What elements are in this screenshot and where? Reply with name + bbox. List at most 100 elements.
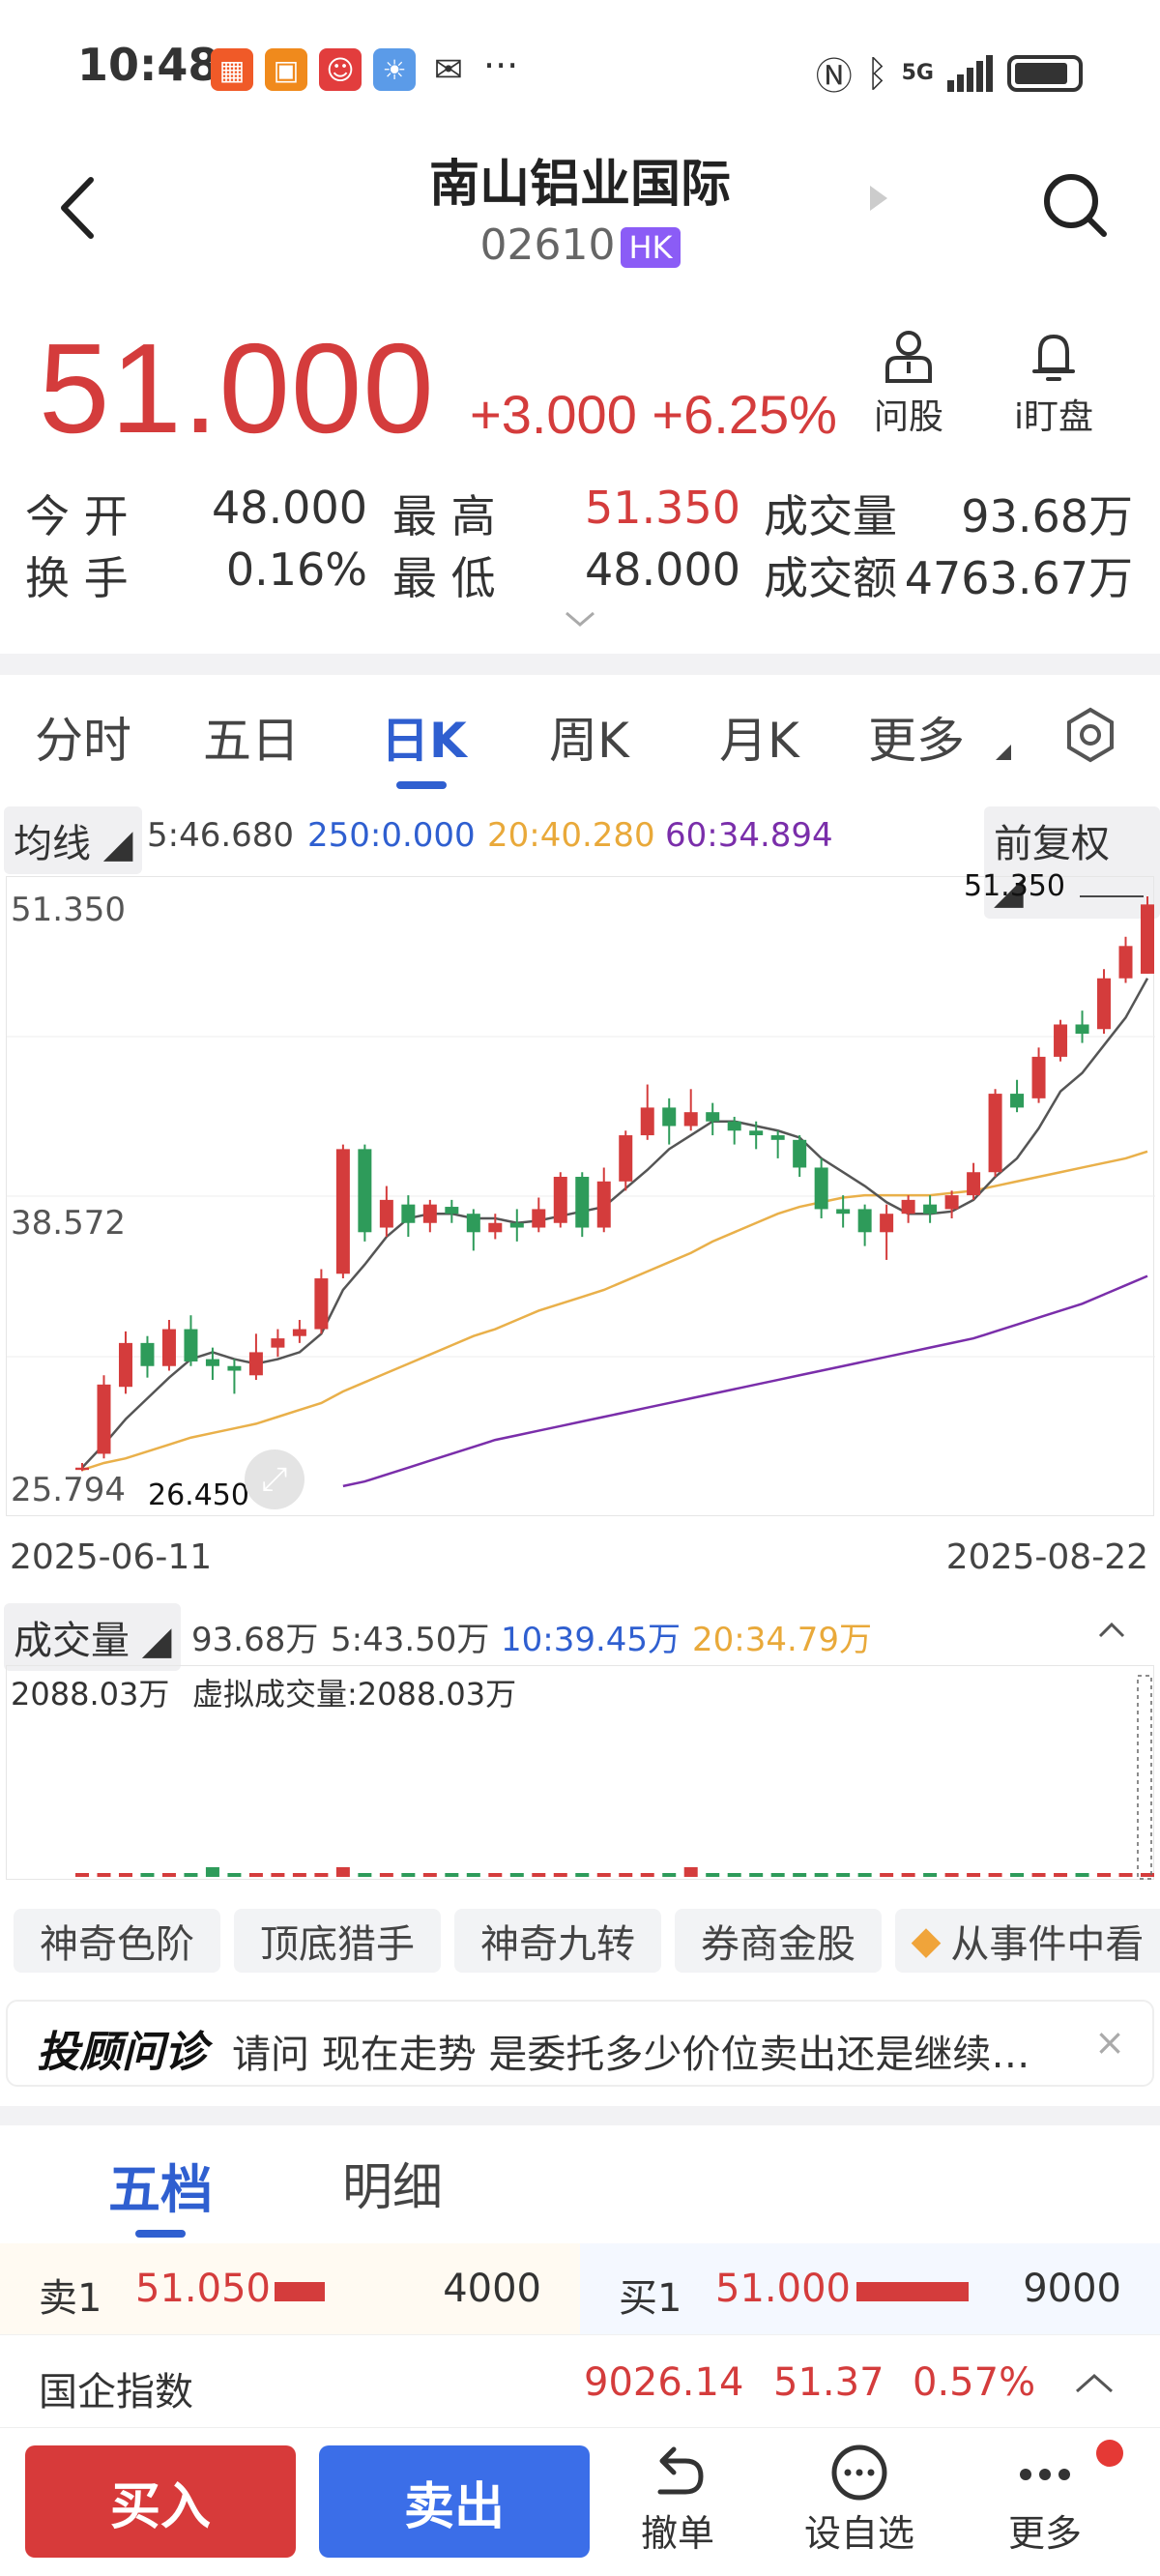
tab-more[interactable]: 更多 [868,713,965,769]
tab-monthly-k[interactable]: 月K [719,713,799,769]
candle-body [401,1204,416,1223]
chart-zoom-icon[interactable]: ⤢ [245,1449,304,1509]
tag-magic-color[interactable]: 神奇色阶 [14,1909,220,1973]
low-value: 48.000 [585,543,740,596]
active-tab-indicator [396,781,447,789]
close-icon[interactable]: × [1094,2021,1125,2064]
candle-body [97,1384,111,1454]
watch-button[interactable]: i盯盘 [996,329,1112,439]
turnover-value: 0.16% [225,543,367,596]
index-change: 51.37 [773,2360,884,2405]
quote-stats: 今 开 48.000 最 高 51.350 成交量 93.68万 换 手 0.1… [0,482,1160,604]
adjust-selector[interactable]: 前复权 ◢ [984,806,1160,919]
candle-body [923,1204,938,1215]
ask-price: 51.050 [135,2267,271,2311]
candle-body [466,1214,480,1233]
more-button[interactable]: 更多 [982,2442,1108,2557]
volume-bar [1097,1873,1112,1877]
watch-label: i盯盘 [1013,397,1093,437]
volume-bar [445,1873,459,1877]
advisor-banner[interactable]: 投顾问诊 请问 现在走势 是委托多少价位卖出还是继续… × [6,2000,1154,2087]
tab-order-book[interactable]: 五档 [108,2159,213,2220]
volume-bar [97,1873,111,1877]
signal-icon [947,54,993,92]
ma250-value: 250:0.000 [307,816,476,855]
candle-body [836,1209,851,1215]
next-stock-icon[interactable] [868,184,889,213]
adjust-label: 前复权 [994,822,1110,866]
candle-body [575,1177,590,1228]
volume-bar [509,1873,524,1877]
wallet-app-icon: ▣ [265,48,307,91]
search-icon[interactable] [1040,170,1110,240]
volume-bar [358,1873,372,1877]
ask-volume: 4000 [443,2267,541,2311]
tab-intraday[interactable]: 分时 [35,713,131,769]
ask-stock-button[interactable]: 问股 [851,329,967,439]
status-bar: 10:48 ▦ ▣ ☺ ☀ ✉ ··· Ⓝ ᛒ 5G [0,0,1160,135]
volume-bar [1075,1873,1089,1877]
candle-body [727,1121,741,1131]
bid-volume-bar [856,2282,969,2301]
volume-bar [749,1873,764,1877]
y-label-high: 51.350 [11,891,126,929]
volume-ma20: 20:34.79万 [692,1621,873,1659]
tab-trade-detail[interactable]: 明细 [342,2159,444,2217]
tag-label: 神奇色阶 [40,1922,194,1967]
volume-bar [205,1867,219,1877]
buy-label: 买入 [109,2477,211,2536]
candle-body [662,1107,677,1127]
sell-button[interactable]: 卖出 [319,2445,590,2558]
low-marker-label: 26.450 [148,1478,249,1512]
volume-bar [988,1873,1002,1877]
section-divider [0,654,1160,675]
expand-chevron-icon[interactable] [563,607,597,630]
collapse-chevron-icon[interactable] [1096,1621,1127,1640]
buy-button[interactable]: 买入 [25,2445,296,2558]
index-value: 9026.14 [584,2360,744,2405]
candle-body [640,1107,654,1136]
stock-code: 02610 [479,220,616,270]
tab-weekly-k[interactable]: 周K [549,713,629,769]
volume-bar [118,1873,132,1877]
volume-bar [727,1873,741,1877]
candle-body [553,1177,567,1223]
cancel-order-button[interactable]: 撤单 [615,2442,740,2557]
tag-top-bottom[interactable]: 顶底猎手 [234,1909,441,1973]
volume-bar [335,1867,350,1877]
ask-stock-label: 问股 [873,397,943,437]
tag-broker-picks[interactable]: 券商金股 [675,1909,882,1973]
volume-bar [793,1873,807,1877]
index-ticker[interactable]: 国企指数 9026.14 51.37 0.57% [0,2334,1160,2425]
ma-selector[interactable]: 均线 ◢ [4,806,143,874]
weather-app-icon: ☀ [373,48,416,91]
volume-selector-label: 成交量 [14,1619,130,1663]
candle-body [271,1338,285,1348]
bottom-action-bar: 买入 卖出 撤单 设自选 更多 [0,2427,1160,2576]
candle-body [532,1209,546,1228]
volume-bar [662,1873,677,1877]
advisor-question: 请问 现在走势 是委托多少价位卖出还是继续… [232,2033,1030,2077]
volume-selector[interactable]: 成交量 ◢ [4,1603,182,1671]
expand-up-chevron-icon[interactable] [1073,2370,1116,2395]
x-label-start: 2025-06-11 [10,1537,213,1577]
ma60-line [342,1274,1148,1488]
tag-events[interactable]: ◆ 从事件中看 [895,1909,1160,1973]
add-watchlist-button[interactable]: 设自选 [797,2442,922,2557]
volume-bar [770,1873,785,1877]
volume-chart[interactable]: 2088.03万 虚拟成交量:2088.03万 [6,1665,1154,1880]
low-label: 最 低 [392,552,496,604]
tab-daily-k[interactable]: 日K [381,713,467,769]
bid-price: 51.000 [715,2267,851,2311]
candle-body [358,1149,372,1233]
tag-label: 神奇九转 [480,1922,635,1967]
chart-settings-icon[interactable] [1061,706,1119,764]
candle-body [1075,1024,1089,1035]
volume-value: 93.68万 [961,490,1133,542]
candle-body [749,1130,764,1136]
tag-magic-nine[interactable]: 神奇九转 [454,1909,661,1973]
back-arrow-icon[interactable] [56,174,99,242]
price-change-pct: +6.25% [652,384,837,445]
tab-five-day[interactable]: 五日 [203,713,300,769]
kline-chart[interactable]: 51.350 38.572 25.794 51.350 26.450 ⤢ [6,869,1155,1516]
